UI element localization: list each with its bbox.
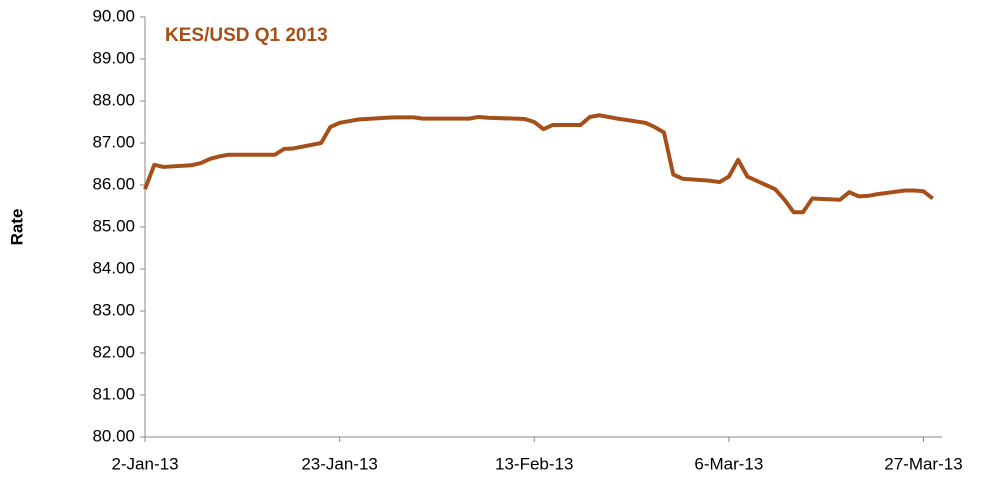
x-tick-label: 13-Feb-13 [495,454,573,473]
y-tick-label: 87.00 [92,132,135,151]
x-tick-label: 2-Jan-13 [111,454,178,473]
y-tick-label: 83.00 [92,300,135,319]
line-series [143,113,934,215]
y-tick-label: 80.00 [92,426,135,445]
y-tick-label: 82.00 [92,342,135,361]
y-tick-label: 84.00 [92,258,135,277]
x-tick-label: 27-Mar-13 [884,454,962,473]
x-tick-label: 23-Jan-13 [301,454,378,473]
y-tick-label: 85.00 [92,216,135,235]
y-tick-label: 88.00 [92,90,135,109]
chart-title: KES/USD Q1 2013 [165,25,328,46]
y-axis-label: Rate [7,209,26,246]
y-tick-label: 81.00 [92,384,135,403]
y-tick-label: 89.00 [92,48,135,67]
x-tick-label: 6-Mar-13 [694,454,763,473]
y-tick-label: 86.00 [92,174,135,193]
y-tick-label: 90.00 [92,6,135,25]
